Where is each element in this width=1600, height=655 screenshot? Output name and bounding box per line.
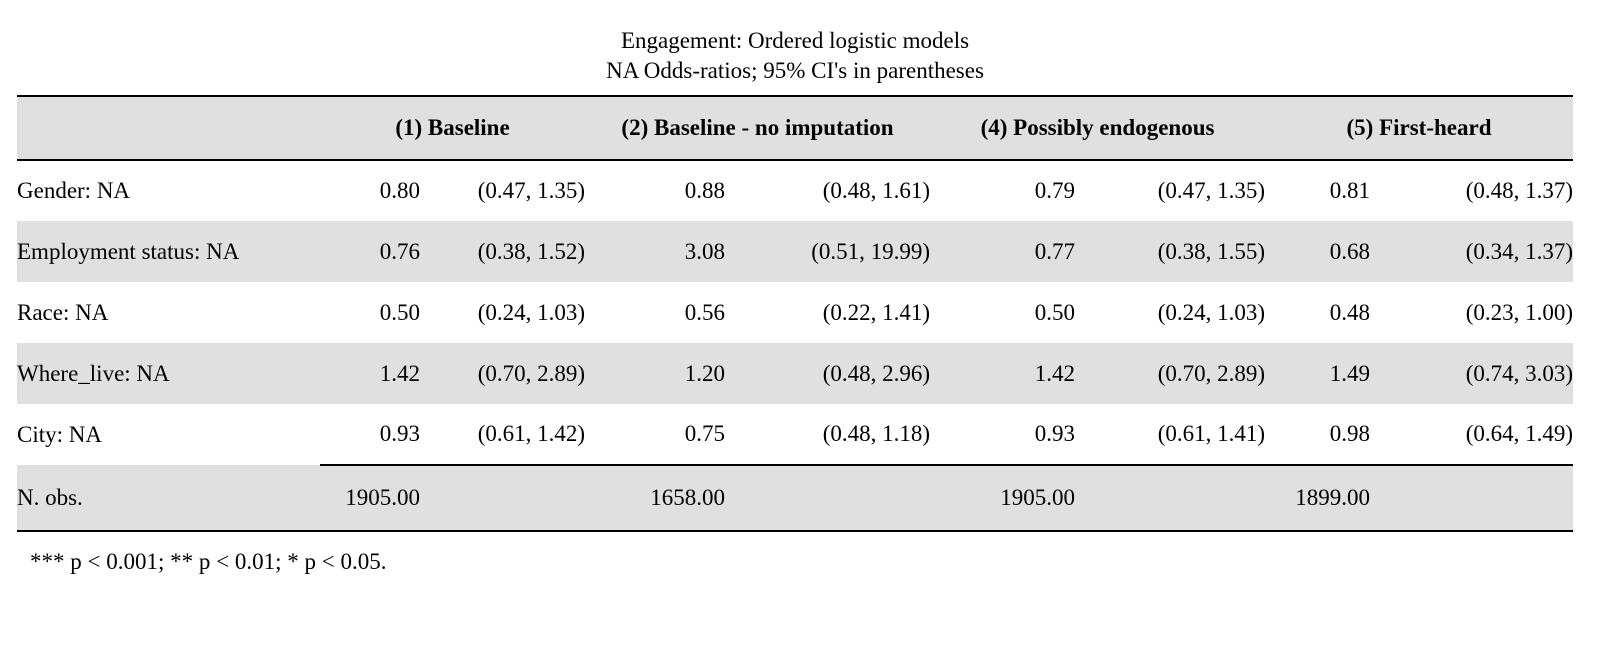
empty-cell xyxy=(725,464,931,531)
table-row-n-obs: N. obs. 1905.00 1658.00 1905.00 1899.00 xyxy=(17,464,1574,531)
estimate-cell: 0.79 xyxy=(1034,178,1076,203)
estimate-cell: 0.93 xyxy=(1034,421,1076,446)
significance-footnote: *** p < 0.001; ** p < 0.01; * p < 0.05. xyxy=(30,549,387,574)
ci-cell: (0.48, 2.96) xyxy=(822,360,931,386)
estimate-cell: 1.42 xyxy=(379,360,420,386)
ci-cell: (0.24, 1.03) xyxy=(1157,299,1266,325)
estimate-cell: 0.93 xyxy=(379,421,420,446)
ci-cell: (0.38, 1.55) xyxy=(1157,238,1266,264)
table-row-gender: Gender: NA 0.80 (0.47, 1.35) 0.88 (0.48,… xyxy=(17,160,1573,221)
estimate-cell: 0.81 xyxy=(1329,178,1371,203)
estimate-cell: 0.56 xyxy=(684,299,726,325)
ci-cell: (0.34, 1.37) xyxy=(1465,238,1574,264)
table-title-block: Engagement: Ordered logistic models NA O… xyxy=(17,0,1573,95)
table-title: Engagement: Ordered logistic models xyxy=(620,28,970,53)
estimate-cell: 0.80 xyxy=(379,178,420,203)
ci-cell: (0.47, 1.35) xyxy=(1157,178,1266,203)
table-subtitle: NA Odds-ratios; 95% CI's in parentheses xyxy=(606,58,984,83)
estimate-cell: 0.77 xyxy=(1034,238,1076,264)
header-row: (1) Baseline (2) Baseline - no imputatio… xyxy=(17,96,1574,160)
estimate-cell: 3.08 xyxy=(684,238,726,264)
n-obs-cell: 1658.00 xyxy=(585,464,726,531)
ci-cell: (0.23, 1.00) xyxy=(1465,299,1574,325)
table-row-city: City: NA 0.93 (0.61, 1.42) 0.75 (0.48, 1… xyxy=(17,404,1573,465)
estimate-cell: 1.49 xyxy=(1329,360,1371,386)
row-label: N. obs. xyxy=(17,484,83,510)
estimate-cell: 0.76 xyxy=(379,238,420,264)
estimate-cell: 0.50 xyxy=(1034,299,1076,325)
ci-cell: (0.22, 1.41) xyxy=(822,299,931,325)
ci-cell: (0.47, 1.35) xyxy=(477,178,586,203)
ci-cell: (0.51, 19.99) xyxy=(811,238,931,264)
empty-cell xyxy=(420,464,586,531)
table-row-where-live: Where_live: NA 1.42 (0.70, 2.89) 1.20 (0… xyxy=(17,343,1574,404)
column-header-possibly-endogenous: (4) Possibly endogenous xyxy=(980,115,1215,140)
ci-cell: (0.70, 2.89) xyxy=(477,360,586,386)
column-header-first-heard: (5) First-heard xyxy=(1346,115,1492,140)
row-label: Gender: NA xyxy=(17,178,131,203)
column-header-baseline: (1) Baseline xyxy=(395,115,510,140)
row-label: City: NA xyxy=(17,421,102,447)
header-empty-cell xyxy=(17,96,320,160)
table-row-employment: Employment status: NA 0.76 (0.38, 1.52) … xyxy=(17,221,1574,282)
ci-cell: (0.48, 1.61) xyxy=(822,178,931,203)
n-obs-cell: 1899.00 xyxy=(1265,464,1371,531)
row-label: Race: NA xyxy=(17,299,109,325)
empty-cell xyxy=(1370,464,1574,531)
results-table: (1) Baseline (2) Baseline - no imputatio… xyxy=(17,95,1574,532)
n-obs-cell: 1905.00 xyxy=(930,464,1076,531)
ci-cell: (0.38, 1.52) xyxy=(477,238,586,264)
ci-cell: (0.64, 1.49) xyxy=(1465,421,1574,446)
estimate-cell: 1.20 xyxy=(684,360,726,386)
ci-cell: (0.48, 1.18) xyxy=(822,421,931,446)
ci-cell: (0.24, 1.03) xyxy=(477,299,586,325)
estimate-cell: 0.48 xyxy=(1329,299,1371,325)
column-header-no-imputation: (2) Baseline - no imputation xyxy=(621,115,894,140)
ci-cell: (0.74, 3.03) xyxy=(1465,360,1574,386)
ci-cell: (0.61, 1.42) xyxy=(477,421,586,446)
table-row-race: Race: NA 0.50 (0.24, 1.03) 0.56 (0.22, 1… xyxy=(17,282,1573,343)
estimate-cell: 0.68 xyxy=(1329,238,1371,264)
estimate-cell: 0.98 xyxy=(1329,421,1371,446)
n-obs-cell: 1905.00 xyxy=(320,464,420,531)
row-label: Where_live: NA xyxy=(17,360,170,386)
estimate-cell: 0.50 xyxy=(379,299,420,325)
row-label: Employment status: NA xyxy=(17,238,240,264)
ci-cell: (0.61, 1.41) xyxy=(1157,421,1266,446)
ci-cell: (0.48, 1.37) xyxy=(1465,178,1574,203)
estimate-cell: 1.42 xyxy=(1034,360,1076,386)
estimate-cell: 0.75 xyxy=(684,421,726,446)
ci-cell: (0.70, 2.89) xyxy=(1157,360,1266,386)
empty-cell xyxy=(1075,464,1266,531)
estimate-cell: 0.88 xyxy=(684,178,726,203)
